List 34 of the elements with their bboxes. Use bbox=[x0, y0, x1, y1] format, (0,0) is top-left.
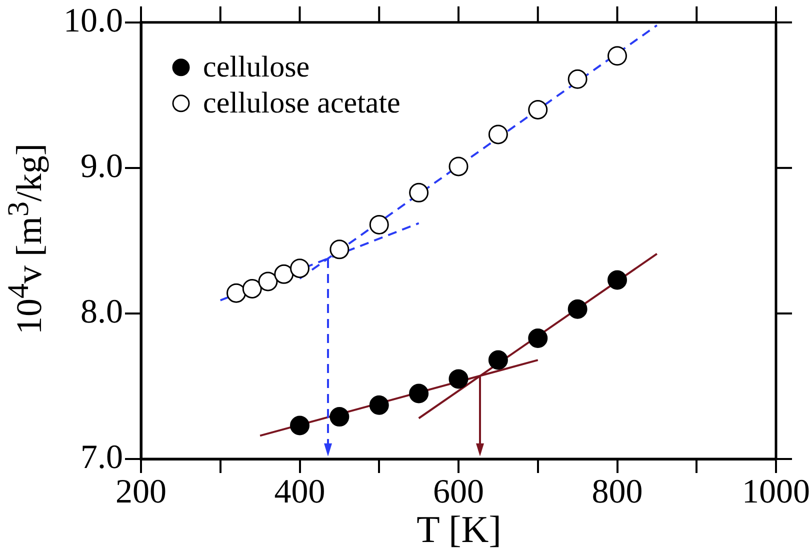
x-axis-title: T [K] bbox=[416, 509, 502, 551]
point bbox=[369, 395, 389, 415]
x-tick-label: 600 bbox=[433, 473, 484, 510]
x-tick-label: 400 bbox=[274, 473, 326, 510]
point bbox=[369, 214, 389, 234]
y-tick-label: 8.0 bbox=[80, 293, 123, 330]
point bbox=[330, 407, 350, 427]
point bbox=[448, 156, 468, 176]
point bbox=[528, 328, 548, 348]
y-tick-label: 10.0 bbox=[64, 2, 123, 40]
point bbox=[568, 69, 588, 89]
point bbox=[488, 350, 508, 370]
point bbox=[258, 272, 278, 292]
point bbox=[290, 416, 310, 436]
point bbox=[242, 278, 262, 298]
point bbox=[274, 264, 294, 284]
point bbox=[568, 299, 588, 319]
x-tick-label: 1000 bbox=[742, 473, 810, 510]
point bbox=[290, 258, 310, 278]
x-tick-label: 200 bbox=[116, 473, 166, 510]
point bbox=[608, 270, 627, 290]
point bbox=[409, 384, 429, 404]
point bbox=[409, 182, 429, 202]
legend-label: cellulose bbox=[203, 50, 310, 84]
point bbox=[226, 283, 246, 303]
y-tick-label: 7.0 bbox=[80, 438, 123, 476]
point bbox=[488, 124, 508, 144]
point bbox=[608, 46, 627, 66]
point bbox=[528, 100, 548, 120]
y-tick-label: 9.0 bbox=[80, 148, 123, 185]
x-tick-label: 800 bbox=[592, 473, 643, 510]
point bbox=[448, 369, 468, 389]
legend-label: cellulose acetate bbox=[203, 86, 400, 120]
point bbox=[330, 240, 350, 260]
